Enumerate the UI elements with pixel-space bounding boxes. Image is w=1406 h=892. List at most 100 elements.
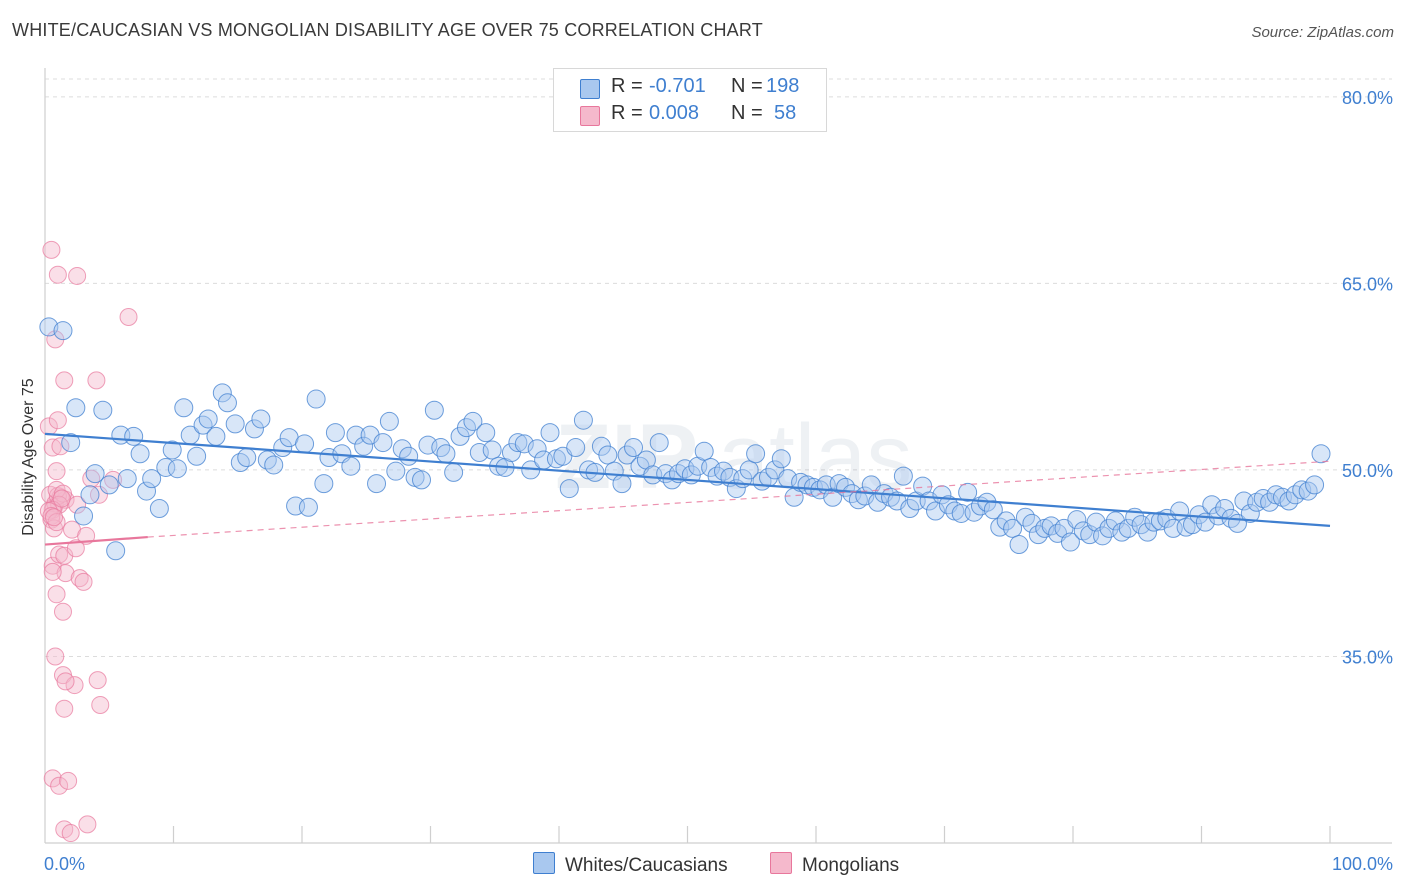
data-point-mongolians [43, 438, 62, 457]
data-point-whites [206, 426, 226, 446]
legend-r-label: R = [611, 102, 643, 124]
data-point-whites [1003, 518, 1023, 538]
data-point-mongolians [47, 462, 66, 481]
bottom-legend-swatch-pink [770, 852, 792, 874]
y-axis-label: Disability Age Over 75 [20, 378, 37, 536]
data-point-whites [399, 446, 419, 466]
data-point-whites [244, 419, 264, 439]
legend-row-mongolians: R = 0.008 N = 58 [554, 102, 826, 128]
data-point-whites [412, 470, 432, 490]
data-point-whites [306, 389, 326, 409]
data-point-whites [346, 425, 366, 445]
data-point-whites [66, 398, 86, 418]
data-point-whites [1118, 518, 1138, 538]
data-point-whites [1202, 495, 1222, 515]
data-point-mongolians [91, 695, 110, 714]
data-point-mongolians [50, 776, 69, 795]
data-point-whites [80, 485, 100, 505]
data-point-whites [225, 414, 245, 434]
legend-swatch-blue [580, 79, 600, 99]
data-point-mongolians [43, 769, 62, 788]
data-point-whites [649, 433, 669, 453]
x-tick-label: 0.0% [44, 854, 85, 874]
data-point-whites [162, 440, 182, 460]
data-point-whites [212, 383, 232, 403]
bottom-legend-label-whites: Whites/Caucasians [565, 855, 728, 876]
bottom-legend-label-mongolians: Mongolians [802, 855, 900, 876]
tick-labels: 80.0% 65.0% 50.0% 35.0% 0.0% 100.0% Disability… [20, 88, 1393, 874]
trend-line-mongolians [44, 535, 148, 546]
trend-line-whites [44, 432, 1331, 527]
data-point-whites [1060, 532, 1080, 552]
bottom-legend-whites: Whites/Caucasians [533, 852, 728, 877]
data-point-whites [893, 466, 913, 486]
series-whites [39, 317, 1331, 561]
chart-title: WHITE/CAUCASIAN VS MONGOLIAN DISABILITY … [12, 20, 763, 40]
data-point-whites [187, 446, 207, 466]
data-point-whites [149, 498, 169, 518]
svg-text:atlas: atlas [718, 406, 912, 508]
data-point-whites [829, 474, 849, 494]
data-point-whites [573, 410, 593, 430]
data-point-mongolians [55, 699, 74, 718]
data-point-whites [540, 423, 560, 443]
data-point-mongolians [44, 508, 63, 527]
watermark: ZIP atlas [555, 406, 912, 508]
data-point-whites [514, 434, 534, 454]
legend-n-label: N = [731, 75, 763, 97]
data-point-mongolians [46, 647, 65, 666]
data-point-whites [251, 409, 271, 429]
data-point-mongolians [68, 495, 87, 514]
data-point-whites [1009, 535, 1029, 555]
data-point-mongolians [59, 771, 78, 790]
data-point-whites [1305, 475, 1325, 495]
data-point-whites [444, 462, 464, 482]
data-point-whites [958, 482, 978, 502]
data-point-whites [85, 464, 105, 484]
data-point-whites [1311, 444, 1331, 464]
data-point-whites [99, 475, 119, 495]
data-point-whites [566, 438, 586, 458]
data-point-whites [217, 393, 237, 413]
data-point-whites [39, 317, 59, 337]
data-point-whites [93, 400, 113, 420]
data-point-whites [1285, 485, 1305, 505]
data-point-mongolians [42, 240, 61, 259]
data-point-whites [174, 398, 194, 418]
x-tick-label: 100.0% [1332, 854, 1393, 874]
legend-r-value: 0.008 [649, 102, 700, 124]
bottom-legend-swatch-blue [533, 852, 555, 874]
legend-n-value: 198 [766, 75, 800, 97]
data-point-whites [1112, 522, 1132, 542]
data-point-mongolians [53, 602, 72, 621]
data-point-whites [1093, 526, 1113, 546]
data-point-mongolians [52, 489, 71, 508]
data-point-whites [598, 445, 618, 465]
y-tick-label: 35.0% [1342, 647, 1393, 667]
axes [44, 68, 1392, 844]
data-point-whites [476, 423, 496, 443]
data-point-whites [508, 433, 528, 453]
data-point-whites [61, 433, 81, 453]
data-point-whites [230, 452, 250, 472]
data-point-whites [367, 474, 387, 494]
data-point-whites [341, 456, 361, 476]
data-point-mongolians [61, 824, 80, 843]
data-point-mongolians [66, 539, 85, 558]
data-point-whites [237, 448, 257, 467]
data-point-mongolians [88, 671, 107, 690]
data-point-whites [193, 415, 213, 435]
data-point-whites [527, 439, 547, 459]
data-point-mongolians [74, 572, 93, 591]
data-point-whites [379, 411, 399, 431]
data-point-mongolians [77, 526, 96, 545]
data-point-mongolians [51, 437, 70, 456]
data-point-whites [1022, 513, 1042, 533]
data-point-whites [1138, 522, 1158, 542]
source-label: Source: ZipAtlas.com [1251, 24, 1394, 41]
data-point-whites [106, 541, 126, 561]
data-point-mongolians [48, 265, 67, 284]
data-point-whites [1170, 501, 1190, 521]
data-point-whites [1240, 503, 1260, 523]
data-point-whites [124, 426, 144, 446]
